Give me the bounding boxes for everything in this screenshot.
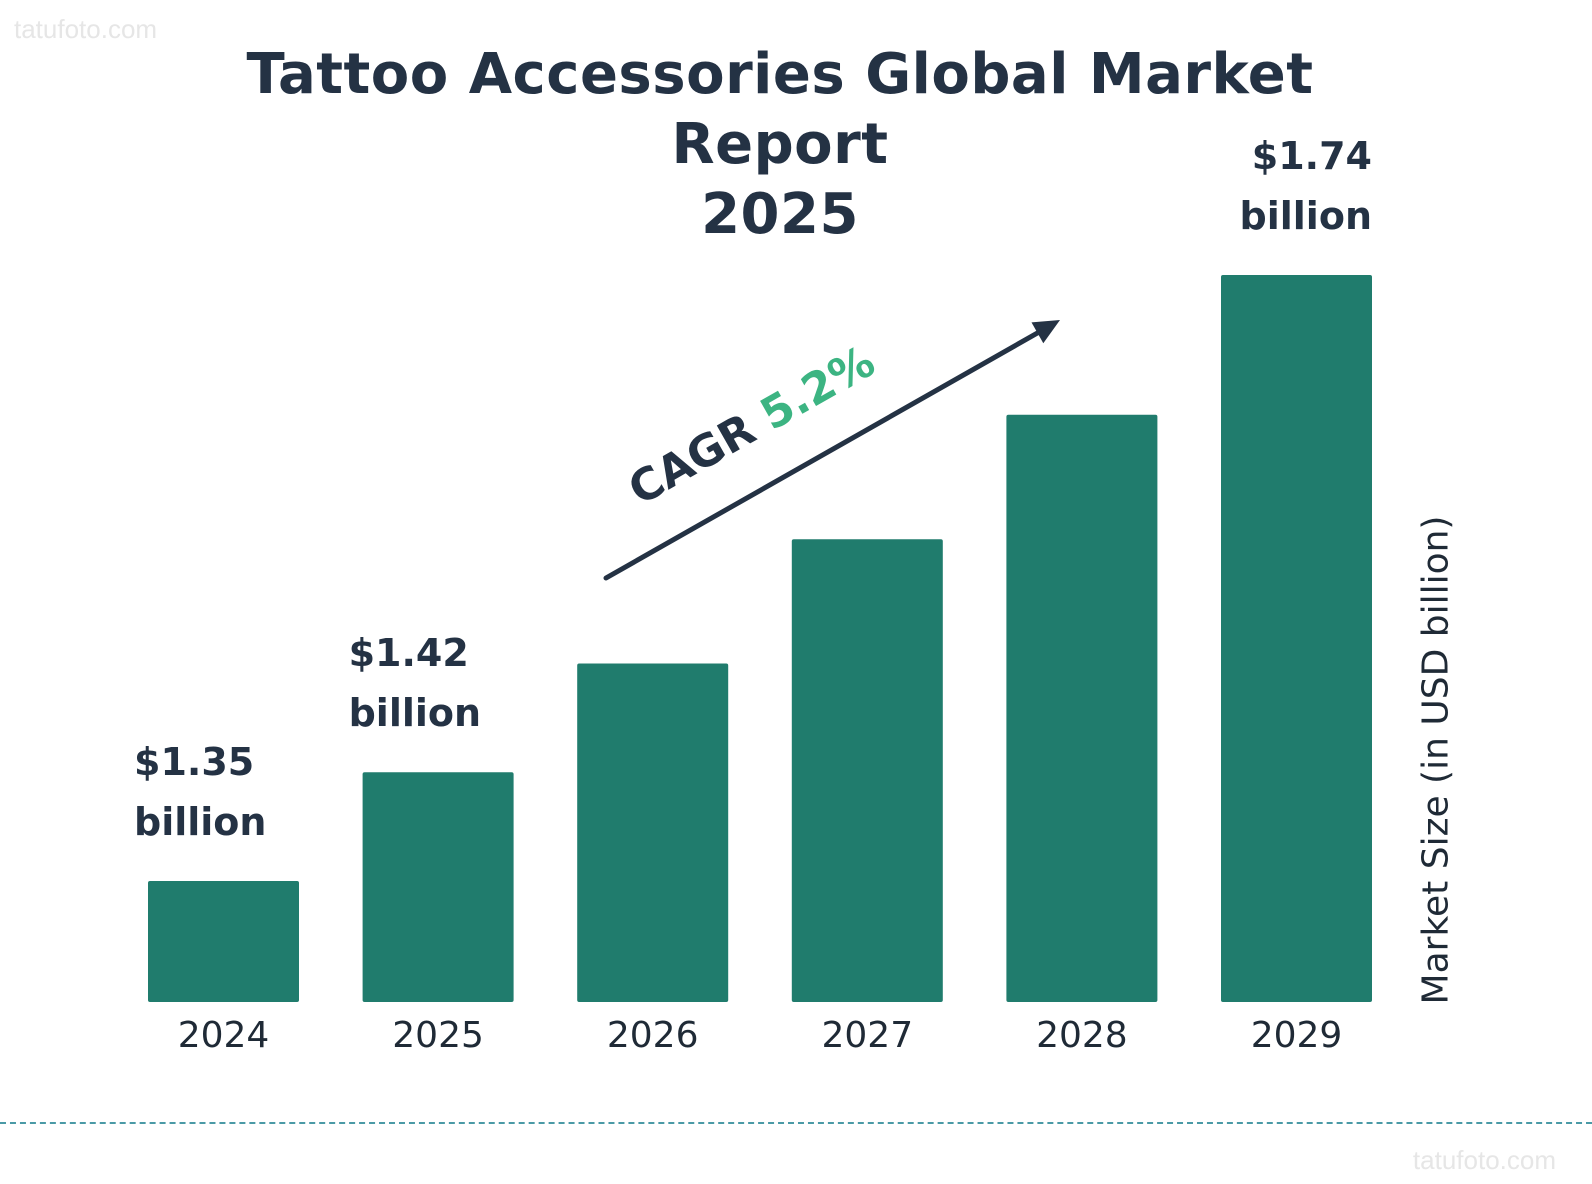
bar-2027 [791, 539, 943, 1002]
x-tick-label-2029: 2029 [1251, 1015, 1343, 1056]
footer-divider [0, 1122, 1592, 1124]
watermark-bottom: tatufoto.com [1412, 1145, 1556, 1175]
bar-2028 [1006, 414, 1158, 1002]
chart-title-line-2: 2025 [701, 182, 859, 247]
value-label-2024-line-1: $1.35 [134, 740, 254, 784]
chart-title-line-1: Tattoo Accessories Global Market Report [246, 42, 1314, 177]
x-tick-label-2026: 2026 [607, 1015, 699, 1056]
value-label-2029-line-2: billion [1240, 194, 1372, 238]
cagr-arrow-line [603, 324, 1051, 581]
value-label-2029-line-1: $1.74 [1252, 134, 1372, 178]
x-tick-label-2024: 2024 [178, 1015, 270, 1056]
bar-2026 [577, 663, 729, 1002]
value-label-2025-line-2: billion [349, 691, 481, 735]
cagr-arrow-head [1031, 320, 1060, 344]
x-tick-label-2025: 2025 [392, 1015, 484, 1056]
bar-2029 [1221, 275, 1372, 1002]
x-tick-label-2028: 2028 [1036, 1015, 1128, 1056]
y-axis-label: Market Size (in USD billion) [1415, 515, 1457, 1005]
x-tick-label-2027: 2027 [821, 1015, 913, 1056]
cagr-annotation: CAGR 5.2% [620, 336, 883, 516]
bar-2025 [362, 772, 514, 1002]
value-label-2024-line-2: billion [134, 800, 266, 844]
bar-2024 [148, 881, 299, 1002]
chart-title: Tattoo Accessories Global Market Report … [140, 40, 1420, 250]
y-axis-label-wrap: Market Size (in USD billion) [1396, 516, 1476, 1005]
cagr-value: 5.2% [752, 336, 883, 441]
value-label-2025-line-1: $1.42 [349, 631, 469, 675]
cagr-prefix: CAGR [620, 396, 777, 515]
watermark-top: tatufoto.com [14, 14, 158, 44]
